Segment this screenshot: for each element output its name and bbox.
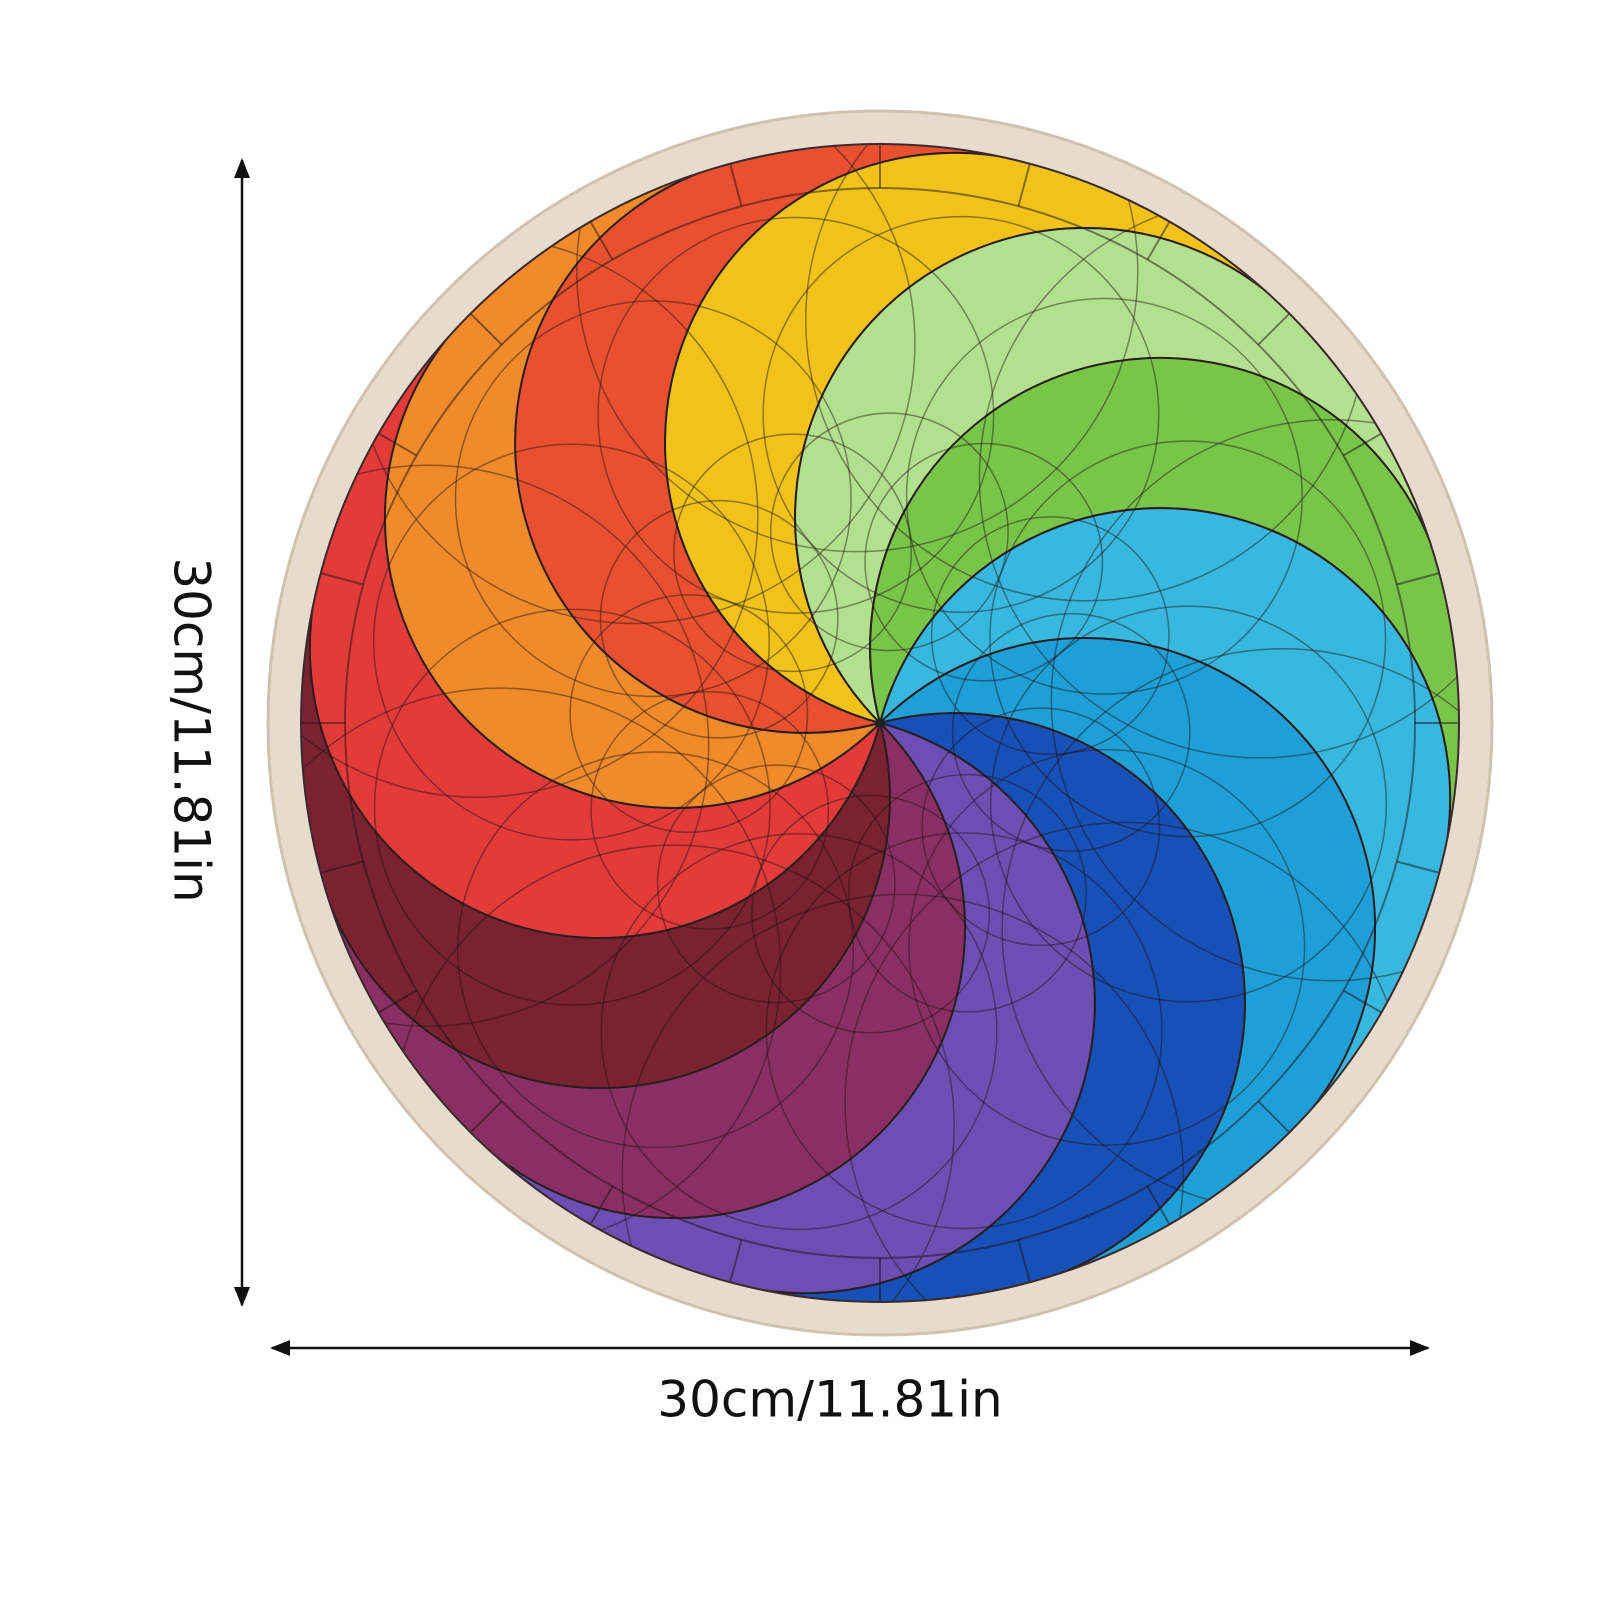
tile-seam (600, 833, 998, 1231)
rim-seam (728, 1239, 743, 1284)
rim-seam (589, 1185, 614, 1226)
tile-seam (373, 608, 771, 1006)
tile-seam (751, 794, 991, 1034)
rainbow-spiral (302, 145, 1458, 1301)
rim-seam (469, 1100, 503, 1134)
tile-seam (621, 893, 1184, 1301)
rim-seam (1017, 1239, 1032, 1284)
rim-seam (377, 989, 418, 1014)
rim-seam (377, 432, 418, 457)
tile-seam (864, 442, 1104, 682)
rim-seam (1396, 860, 1441, 875)
tile-seam (372, 443, 770, 841)
rim-seam (319, 571, 364, 586)
tile-seam (762, 215, 1160, 613)
rim-seam (1257, 312, 1291, 346)
tile-seam (569, 594, 809, 834)
tile-seam (921, 707, 1161, 947)
width-label: 30cm/11.81in (657, 1371, 1002, 1429)
rim-seam (469, 312, 503, 346)
tile-seam (951, 612, 1191, 852)
center-point (875, 718, 885, 728)
tile-seam (1050, 419, 1458, 982)
tile-seam (302, 464, 710, 1027)
tile-seam (769, 412, 1009, 652)
rim-seam (1342, 432, 1383, 457)
tile-seam (908, 748, 1306, 1146)
tile-seam (765, 832, 1163, 1230)
tile-seam (576, 145, 1139, 553)
tile-seam (457, 751, 855, 1149)
tile-seam (597, 216, 995, 614)
rim-seam (1396, 571, 1441, 586)
rim-seam (589, 220, 614, 261)
rim-seam (728, 162, 743, 207)
rim-seam (1146, 220, 1171, 261)
tile-seam (905, 297, 1303, 695)
rim-ring (344, 187, 1416, 1259)
height-label: 30cm/11.81in (163, 557, 221, 902)
rim-seam (319, 860, 364, 875)
tile-seam (590, 691, 830, 930)
rim-seam (1257, 1100, 1291, 1134)
tile-seam (599, 499, 839, 739)
tile-seam (990, 605, 1388, 1003)
rim-seam (1017, 162, 1032, 207)
tile-seam (848, 773, 1087, 1013)
tile-seam (454, 300, 852, 698)
tile-seam (930, 516, 1170, 755)
tile-seam (989, 440, 1387, 838)
rim-seam (1146, 1185, 1171, 1226)
tile-seam (656, 764, 896, 1004)
rim-seam (1342, 989, 1383, 1014)
tile-seam (673, 433, 912, 673)
